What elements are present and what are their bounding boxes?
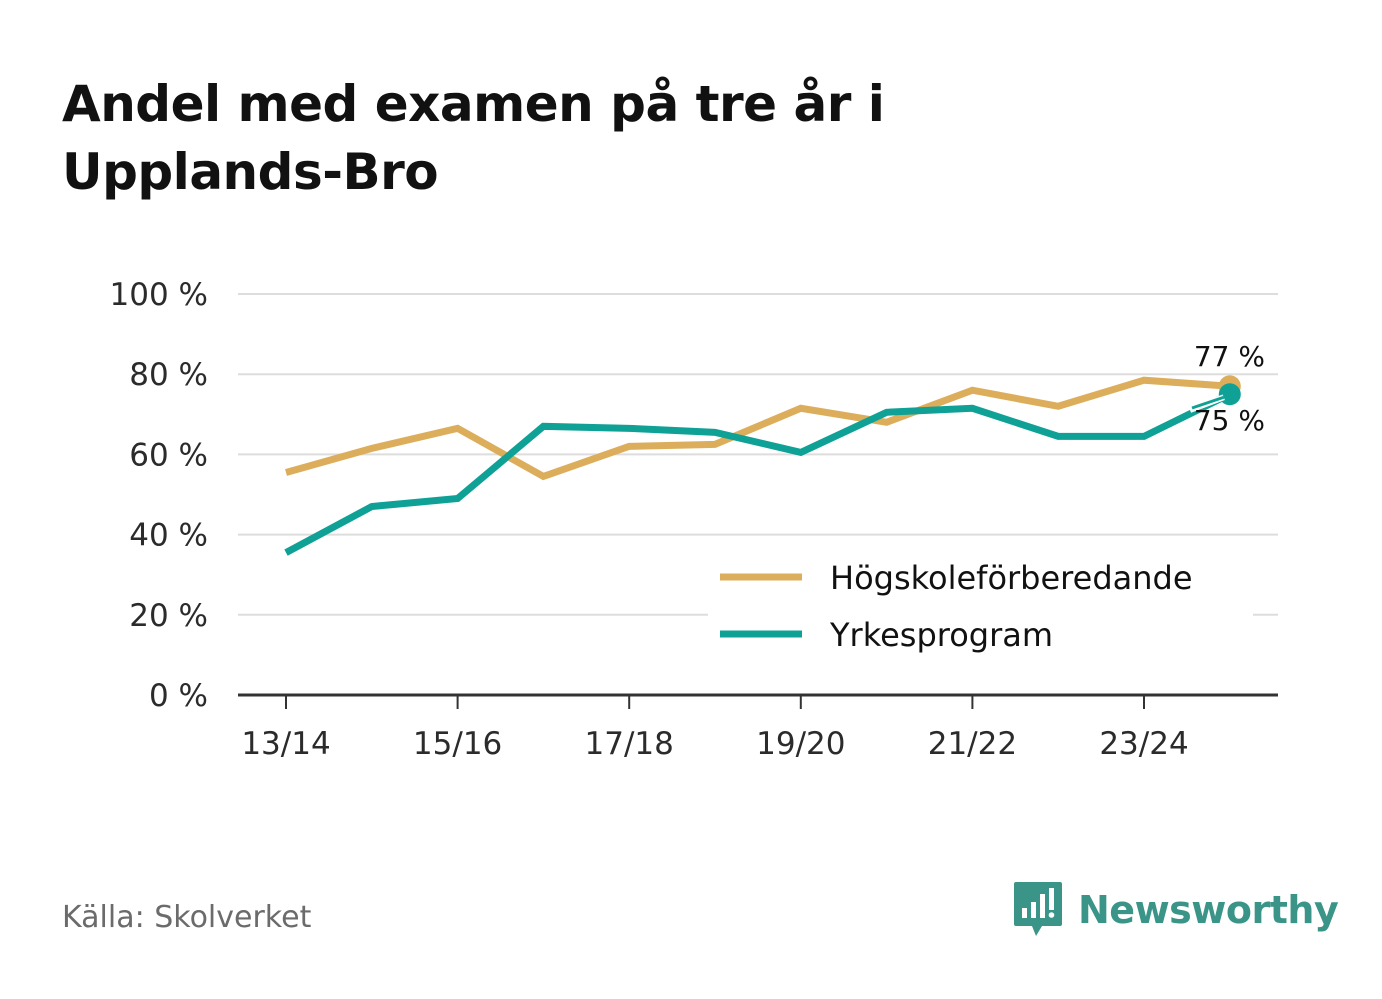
- brand-logo: Newsworthy: [1012, 880, 1339, 940]
- x-tick-label: 19/20: [756, 726, 845, 762]
- end-label-hogskoleforberedande: 77 %: [1194, 340, 1265, 373]
- x-tick-label: 23/24: [1099, 726, 1188, 762]
- y-tick-label: 80 %: [129, 357, 208, 393]
- end-label-connector: [1191, 395, 1225, 410]
- x-tick-label: 21/22: [928, 726, 1017, 762]
- x-tick-label: 13/14: [241, 726, 330, 762]
- brand-name: Newsworthy: [1078, 888, 1339, 932]
- x-tick-label: 17/18: [585, 726, 674, 762]
- series-end-marker: [1218, 383, 1241, 406]
- y-tick-label: 0 %: [149, 678, 208, 714]
- y-tick-label: 60 %: [129, 437, 208, 473]
- series-line-hogskoleforberedande: [285, 376, 1231, 481]
- legend-label: Yrkesprogram: [829, 616, 1053, 654]
- chart-title-line-1: Andel med examen på tre år i: [62, 75, 885, 133]
- y-tick-label: 20 %: [129, 598, 208, 634]
- legend-label: Högskoleförberedande: [830, 559, 1193, 597]
- legend-box: [708, 548, 1253, 660]
- newsworthy-logo-icon: [1014, 882, 1062, 936]
- y-tick-label: 100 %: [110, 277, 208, 313]
- series-line-yrkesprogram: [284, 391, 1232, 556]
- chart-title: Andel med examen på tre år i Upplands-Br…: [62, 70, 1062, 206]
- chart-title-line-2: Upplands-Bro: [62, 143, 439, 201]
- y-tick-label: 40 %: [129, 518, 208, 554]
- source-note: Källa: Skolverket: [62, 900, 312, 935]
- x-tick-label: 15/16: [413, 726, 502, 762]
- end-label-yrkesprogram: 75 %: [1194, 404, 1265, 437]
